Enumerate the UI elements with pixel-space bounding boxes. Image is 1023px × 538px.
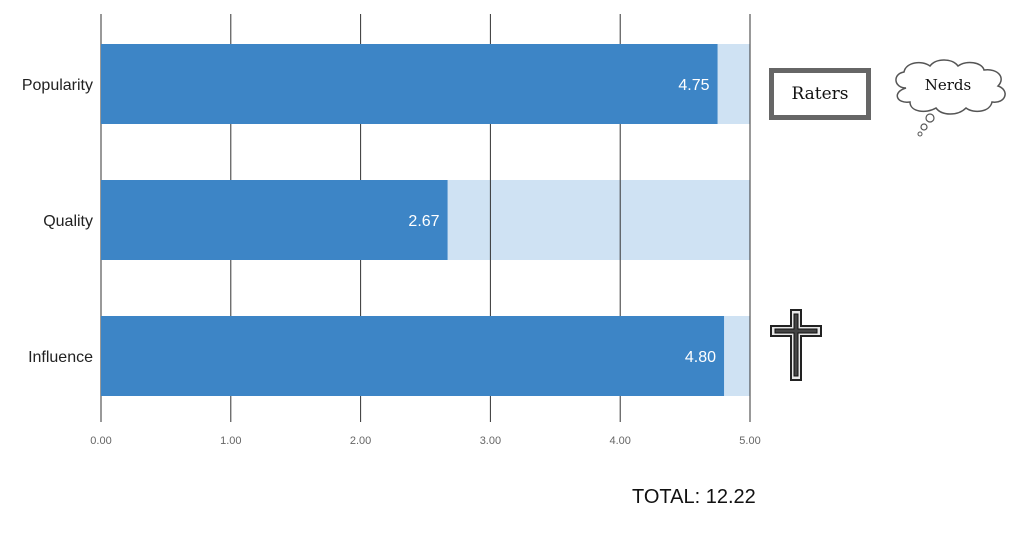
bar (101, 316, 725, 396)
cloud-label: Nerds (924, 76, 972, 94)
cross-icon (770, 309, 822, 381)
x-tick-label: 2.00 (350, 435, 371, 447)
total-label: TOTAL: 12.22 (632, 486, 756, 508)
category-label: Quality (43, 213, 93, 230)
thought-cloud-icon (895, 59, 1006, 137)
x-tick-label: 3.00 (480, 435, 501, 447)
x-tick-label: 5.00 (739, 435, 760, 447)
data-label: 4.80 (685, 349, 716, 366)
bar (101, 180, 448, 260)
category-label: Influence (28, 349, 93, 366)
data-label: 2.67 (408, 213, 439, 230)
data-label: 4.75 (678, 77, 709, 94)
raters-box: Raters (769, 68, 871, 120)
x-tick-label: 0.00 (90, 435, 111, 447)
x-tick-label: 1.00 (220, 435, 241, 447)
raters-label: Raters (791, 84, 849, 104)
category-label: Popularity (22, 77, 93, 94)
x-tick-label: 4.00 (609, 435, 630, 447)
bar (101, 44, 718, 124)
